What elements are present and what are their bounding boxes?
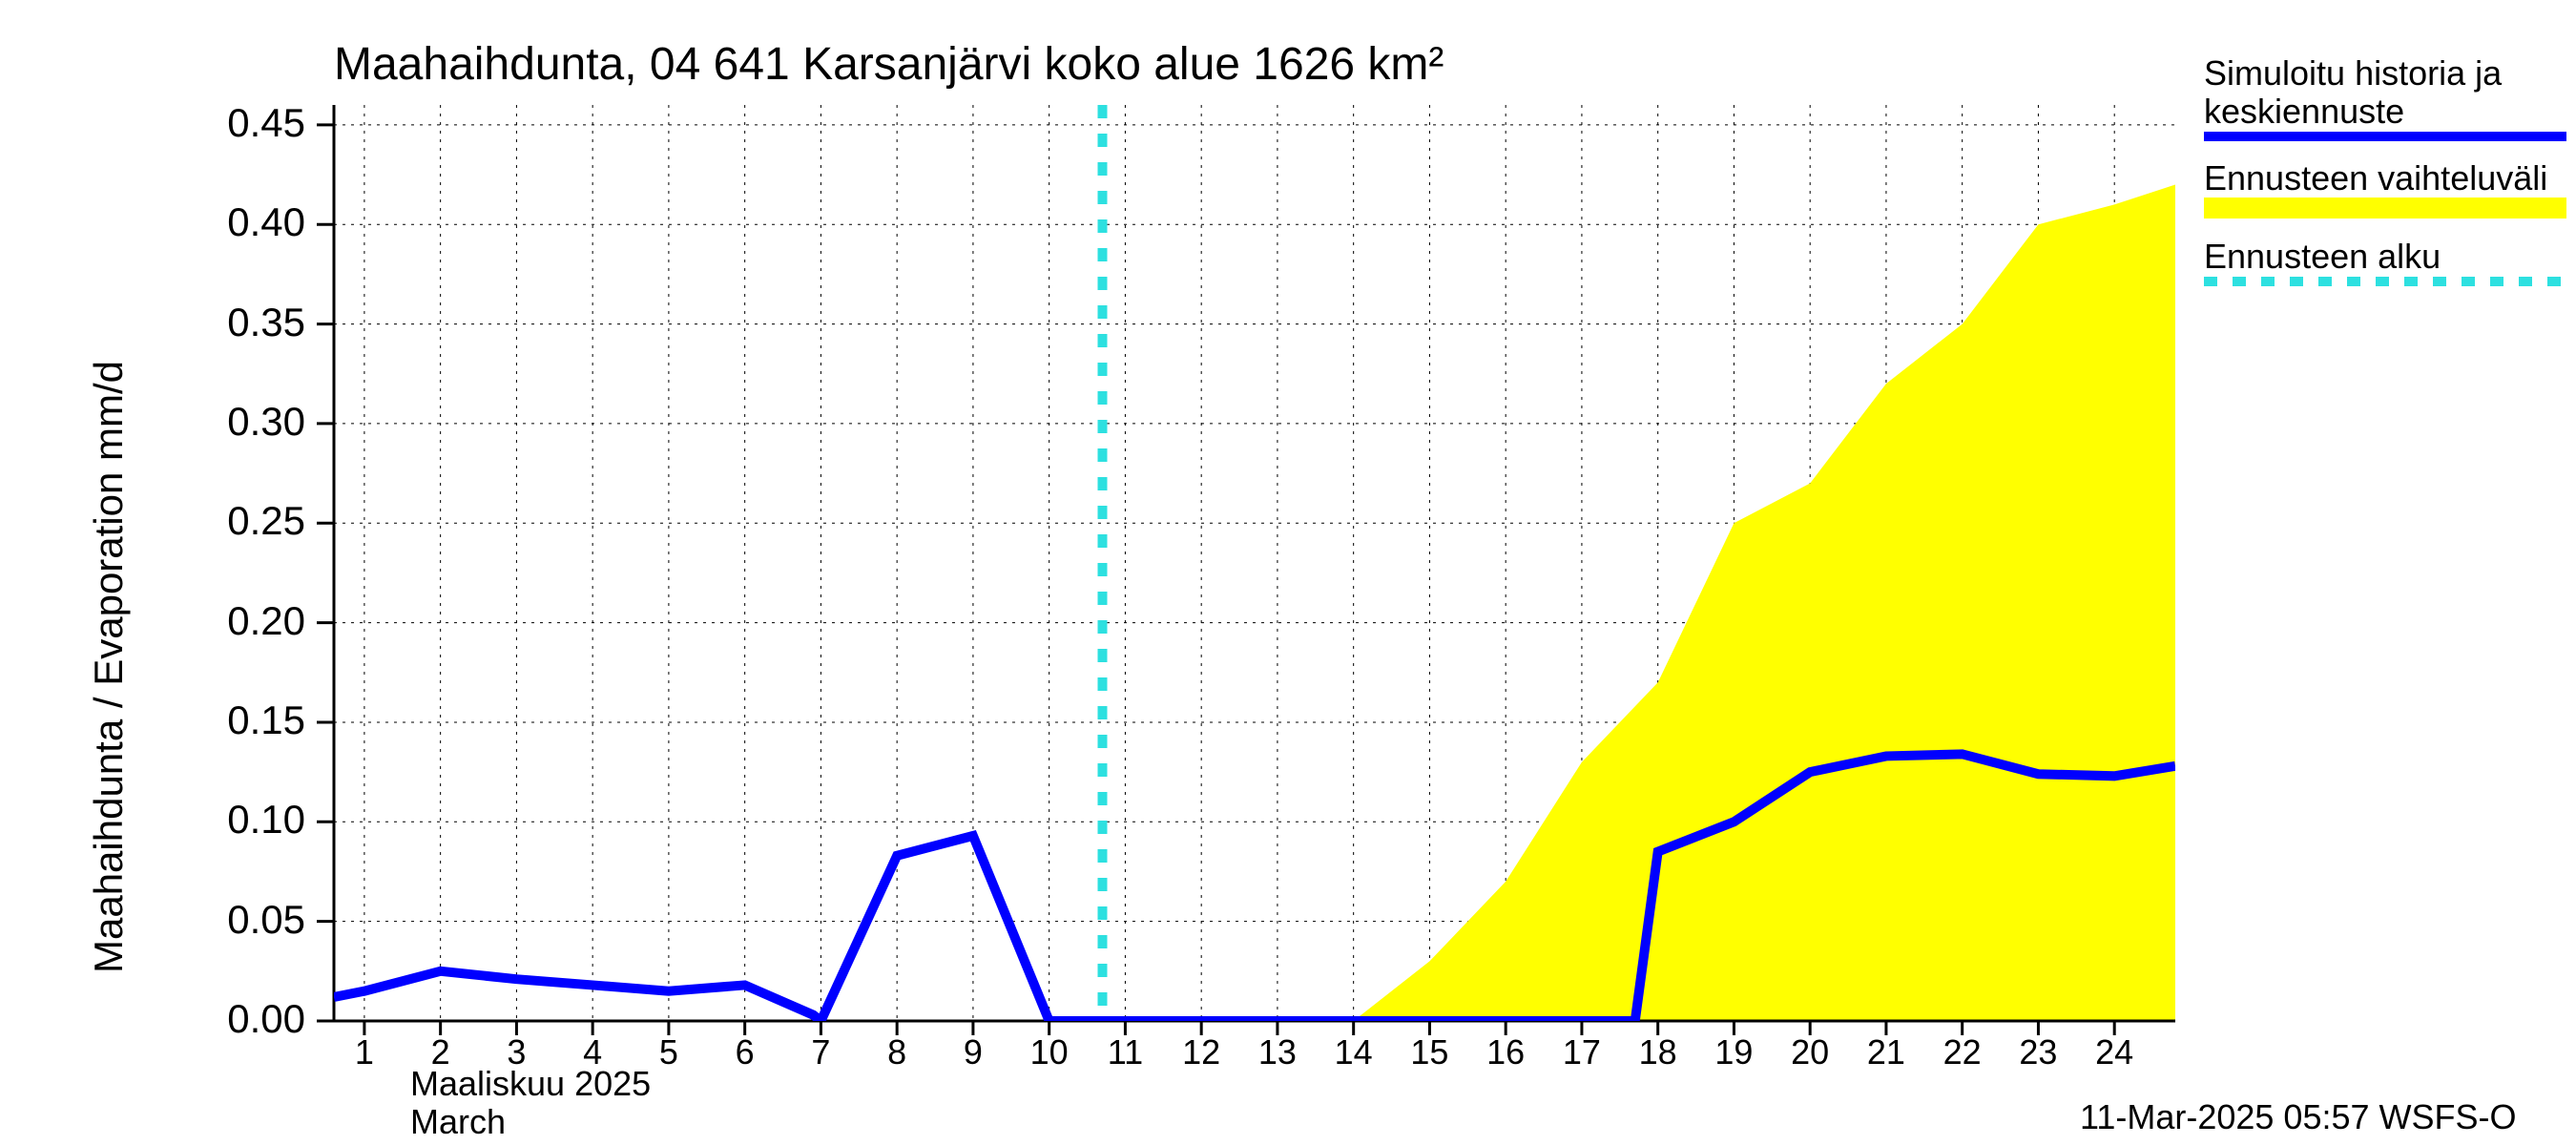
x-tick-label: 11 bbox=[1096, 1032, 1153, 1072]
x-tick-label: 18 bbox=[1630, 1032, 1687, 1072]
legend-label: Ennusteen vaihteluväli bbox=[2204, 157, 2547, 198]
x-tick-label: 12 bbox=[1173, 1032, 1230, 1072]
x-tick-label: 7 bbox=[792, 1032, 849, 1072]
x-tick-label: 23 bbox=[2009, 1032, 2067, 1072]
chart-container: Maahaihdunta, 04 641 Karsanjärvi koko al… bbox=[0, 0, 2576, 1145]
x-tick-label: 22 bbox=[1934, 1032, 1991, 1072]
x-tick-label: 16 bbox=[1477, 1032, 1534, 1072]
x-tick-label: 20 bbox=[1781, 1032, 1839, 1072]
y-tick-label: 0.45 bbox=[191, 100, 305, 146]
x-tick-label: 10 bbox=[1021, 1032, 1078, 1072]
legend-label: Ennusteen alku bbox=[2204, 236, 2441, 277]
x-tick-label: 14 bbox=[1325, 1032, 1382, 1072]
x-tick-label: 21 bbox=[1858, 1032, 1915, 1072]
y-tick-label: 0.05 bbox=[191, 897, 305, 943]
x-tick-label: 24 bbox=[2086, 1032, 2143, 1072]
x-tick-label: 17 bbox=[1553, 1032, 1610, 1072]
month-label-fi: Maaliskuu 2025 bbox=[410, 1064, 651, 1104]
y-tick-label: 0.10 bbox=[191, 797, 305, 843]
y-tick-label: 0.35 bbox=[191, 300, 305, 345]
y-tick-label: 0.20 bbox=[191, 598, 305, 644]
chart-svg bbox=[0, 0, 2576, 1145]
x-tick-label: 19 bbox=[1705, 1032, 1762, 1072]
x-tick-label: 6 bbox=[717, 1032, 774, 1072]
x-tick-label: 8 bbox=[868, 1032, 925, 1072]
y-tick-label: 0.00 bbox=[191, 996, 305, 1042]
x-tick-label: 13 bbox=[1249, 1032, 1306, 1072]
legend-label: Simuloitu historia ja bbox=[2204, 52, 2502, 94]
y-tick-label: 0.25 bbox=[191, 498, 305, 544]
footer-timestamp: 11-Mar-2025 05:57 WSFS-O bbox=[2080, 1097, 2517, 1137]
legend-label: keskiennuste bbox=[2204, 91, 2404, 132]
x-tick-label: 9 bbox=[945, 1032, 1002, 1072]
x-tick-label: 15 bbox=[1401, 1032, 1458, 1072]
x-tick-label: 1 bbox=[336, 1032, 393, 1072]
y-tick-label: 0.30 bbox=[191, 399, 305, 445]
month-label-en: March bbox=[410, 1102, 506, 1142]
y-tick-label: 0.15 bbox=[191, 697, 305, 743]
y-tick-label: 0.40 bbox=[191, 199, 305, 245]
